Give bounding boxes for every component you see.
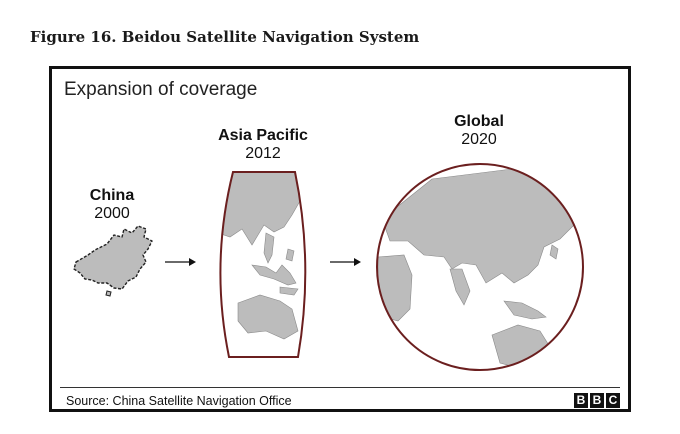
arrow-icon bbox=[165, 258, 196, 266]
stage-name: Asia Pacific bbox=[218, 127, 308, 144]
stage-label-global: Global 2020 bbox=[436, 113, 522, 149]
logo-letter: B bbox=[590, 393, 604, 408]
diagram-art bbox=[73, 163, 584, 371]
stage-name: Global bbox=[454, 113, 504, 130]
china-map-icon bbox=[73, 225, 153, 297]
global-coverage-map bbox=[376, 163, 584, 371]
stage-year: 2020 bbox=[461, 131, 497, 148]
footer-divider bbox=[60, 387, 620, 388]
figure-caption: Figure 16. Beidou Satellite Navigation S… bbox=[30, 28, 420, 46]
logo-letter: C bbox=[606, 393, 620, 408]
stage-label-china: China 2000 bbox=[74, 187, 150, 223]
diagram-frame: Expansion of coverage China 2000 Asia Pa… bbox=[49, 66, 631, 412]
logo-letter: B bbox=[574, 393, 588, 408]
stage-year: 2000 bbox=[94, 205, 130, 222]
stage-year: 2012 bbox=[245, 145, 281, 162]
stage-label-asia-pacific: Asia Pacific 2012 bbox=[202, 127, 324, 163]
bbc-logo: B B C bbox=[574, 393, 620, 408]
diagram-heading: Expansion of coverage bbox=[64, 79, 258, 100]
asia-pacific-coverage-map bbox=[219, 171, 307, 358]
arrow-icon bbox=[330, 258, 361, 266]
stage-name: China bbox=[89, 187, 135, 204]
source-note: Source: China Satellite Navigation Offic… bbox=[66, 394, 292, 408]
